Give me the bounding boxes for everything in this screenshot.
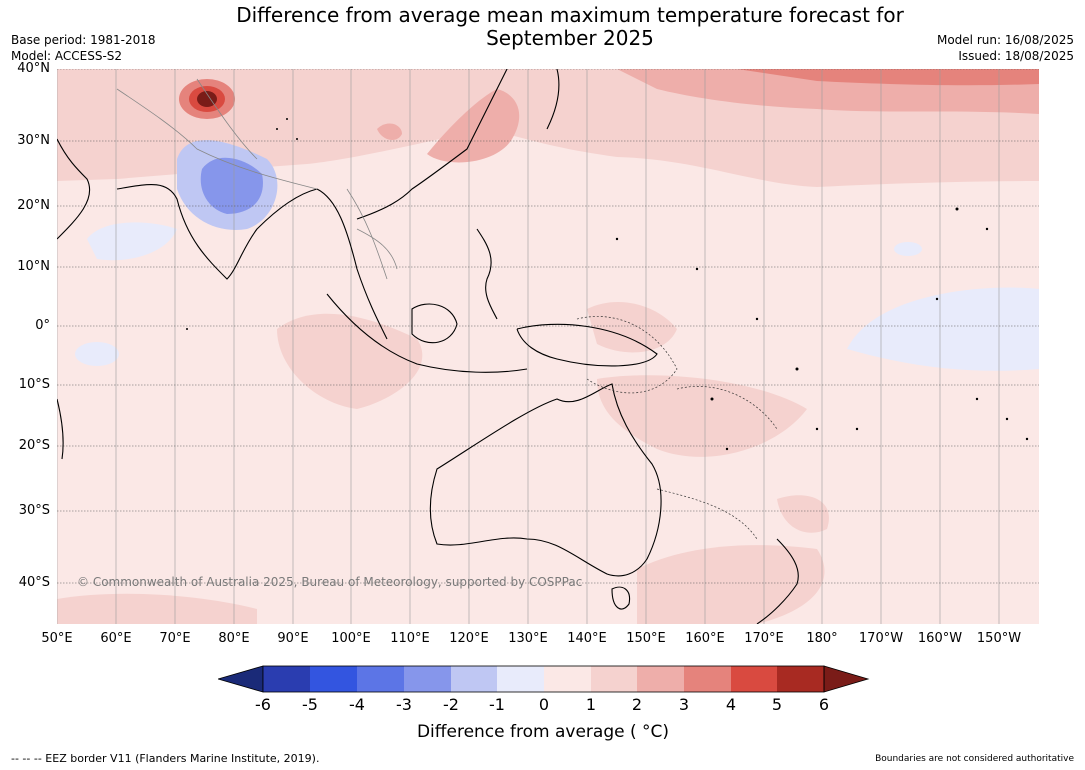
colorbar-tick-minus3: -3 [396, 695, 412, 714]
map-svg [57, 69, 1039, 624]
colorbar-tick-minus5: -5 [302, 695, 318, 714]
cool-zone-india-inner [200, 157, 263, 214]
colorbar-tick-minus1: -1 [489, 695, 505, 714]
lon-label-150e: 150°E [626, 631, 666, 646]
copyright-notice: © Commonwealth of Australia 2025, Bureau… [77, 575, 583, 589]
warm-zone-south-pacific [777, 495, 829, 533]
colorbar-extend-low [218, 665, 264, 693]
lon-label-80e: 80°E [218, 631, 250, 646]
colorbar-bin-7 [544, 666, 591, 692]
base-period: Base period: 1981-2018 [11, 33, 156, 47]
cool-zone-west-indian [75, 342, 119, 366]
title-line-1: Difference from average mean maximum tem… [236, 3, 904, 27]
colorbar-tick-2: 2 [631, 695, 643, 714]
islands [186, 118, 1029, 451]
warm-zone-new-guinea [587, 301, 677, 353]
lon-label-50e: 50°E [41, 631, 73, 646]
colorbar-bin-3 [357, 666, 404, 692]
lon-label-160e: 160°E [685, 631, 725, 646]
lon-label-60e: 60°E [100, 631, 132, 646]
lat-label-0: 0° [35, 318, 50, 333]
colorbar-bin-12 [777, 666, 824, 692]
colorbar-bin-9 [637, 666, 684, 692]
lat-label-20s: 20°S [18, 438, 50, 453]
lat-label-10n: 10°N [17, 259, 50, 274]
lon-label-100e: 100°E [331, 631, 371, 646]
colorbar-extend-high [823, 665, 870, 693]
colorbar [218, 665, 870, 693]
colorbar-bin-8 [591, 666, 637, 692]
cool-zone-north-pacific [894, 242, 922, 256]
coastlines [57, 69, 799, 624]
colorbar-bin-5 [451, 666, 497, 692]
lon-label-90e: 90°E [277, 631, 309, 646]
meta-right: Model run: 16/08/2025 Issued: 18/08/2025 [937, 32, 1074, 64]
anomaly-zone-tibet-east [377, 123, 402, 141]
colorbar-tick-3: 3 [678, 695, 690, 714]
model-name: Model: ACCESS-S2 [11, 49, 123, 63]
cool-zone-arabian-sea [87, 222, 177, 261]
meta-left: Base period: 1981-2018 Model: ACCESS-S2 [11, 32, 156, 64]
lat-label-10s: 10°S [18, 377, 50, 392]
lon-label-170e: 170°E [744, 631, 784, 646]
colorbar-tick-1: 1 [585, 695, 597, 714]
colorbar-tick-6: 6 [818, 695, 830, 714]
eez-borders [576, 316, 778, 540]
lon-label-130e: 130°E [508, 631, 548, 646]
model-run: Model run: 16/08/2025 [936, 33, 1074, 47]
colorbar-tick-5: 5 [771, 695, 783, 714]
colorbar-bin-4 [404, 666, 451, 692]
country-borders [116, 78, 398, 280]
colorbar-tick-minus6: -6 [255, 695, 271, 714]
boundaries-disclaimer: Boundaries are not considered authoritat… [875, 754, 1074, 764]
forecast-map [57, 69, 1039, 624]
title-line-2: September 2025 [486, 26, 654, 50]
lat-label-20n: 20°N [17, 198, 50, 213]
warm-zone-tasman [637, 545, 825, 624]
lon-label-140e: 140°E [567, 631, 607, 646]
lat-label-40n: 40°N [17, 61, 50, 76]
colorbar-bin-10 [684, 666, 731, 692]
lat-label-30s: 30°S [18, 503, 50, 518]
warm-zone-south-west [57, 593, 257, 624]
anomaly-zone-china [427, 89, 520, 163]
colorbar-tick-minus2: -2 [443, 695, 459, 714]
lon-label-120e: 120°E [449, 631, 489, 646]
lon-label-180: 180° [806, 631, 838, 646]
colorbar-tick-minus4: -4 [349, 695, 365, 714]
colorbar-bin-2 [310, 666, 357, 692]
colorbar-tick-0: 0 [538, 695, 550, 714]
lon-label-160w: 160°W [917, 631, 963, 646]
anomaly-zone-pacific-north [737, 69, 1039, 86]
lon-label-170w: 170°W [858, 631, 904, 646]
colorbar-bin-11 [731, 666, 777, 692]
issued-date: Issued: 18/08/2025 [958, 49, 1074, 63]
lat-label-40s: 40°S [18, 575, 50, 590]
colorbar-frame [262, 665, 825, 693]
lon-label-70e: 70°E [159, 631, 191, 646]
longitude-grid [57, 69, 1000, 624]
warm-zone-coral-sea [597, 375, 807, 457]
lon-label-150w: 150°W [976, 631, 1022, 646]
colorbar-bin-1 [263, 666, 310, 692]
cool-zone-pacific-equator [847, 287, 1039, 371]
colorbar-bin-6 [497, 666, 544, 692]
colorbar-label: Difference from average ( °C) [416, 722, 670, 742]
lat-label-30n: 30°N [17, 133, 50, 148]
lon-label-110e: 110°E [390, 631, 430, 646]
hotspot-core [197, 91, 217, 107]
eez-legend-note: -- -- -- EEZ border V11 (Flanders Marine… [11, 752, 320, 765]
colorbar-tick-4: 4 [725, 695, 737, 714]
map-title: Difference from average mean maximum tem… [0, 4, 1085, 50]
